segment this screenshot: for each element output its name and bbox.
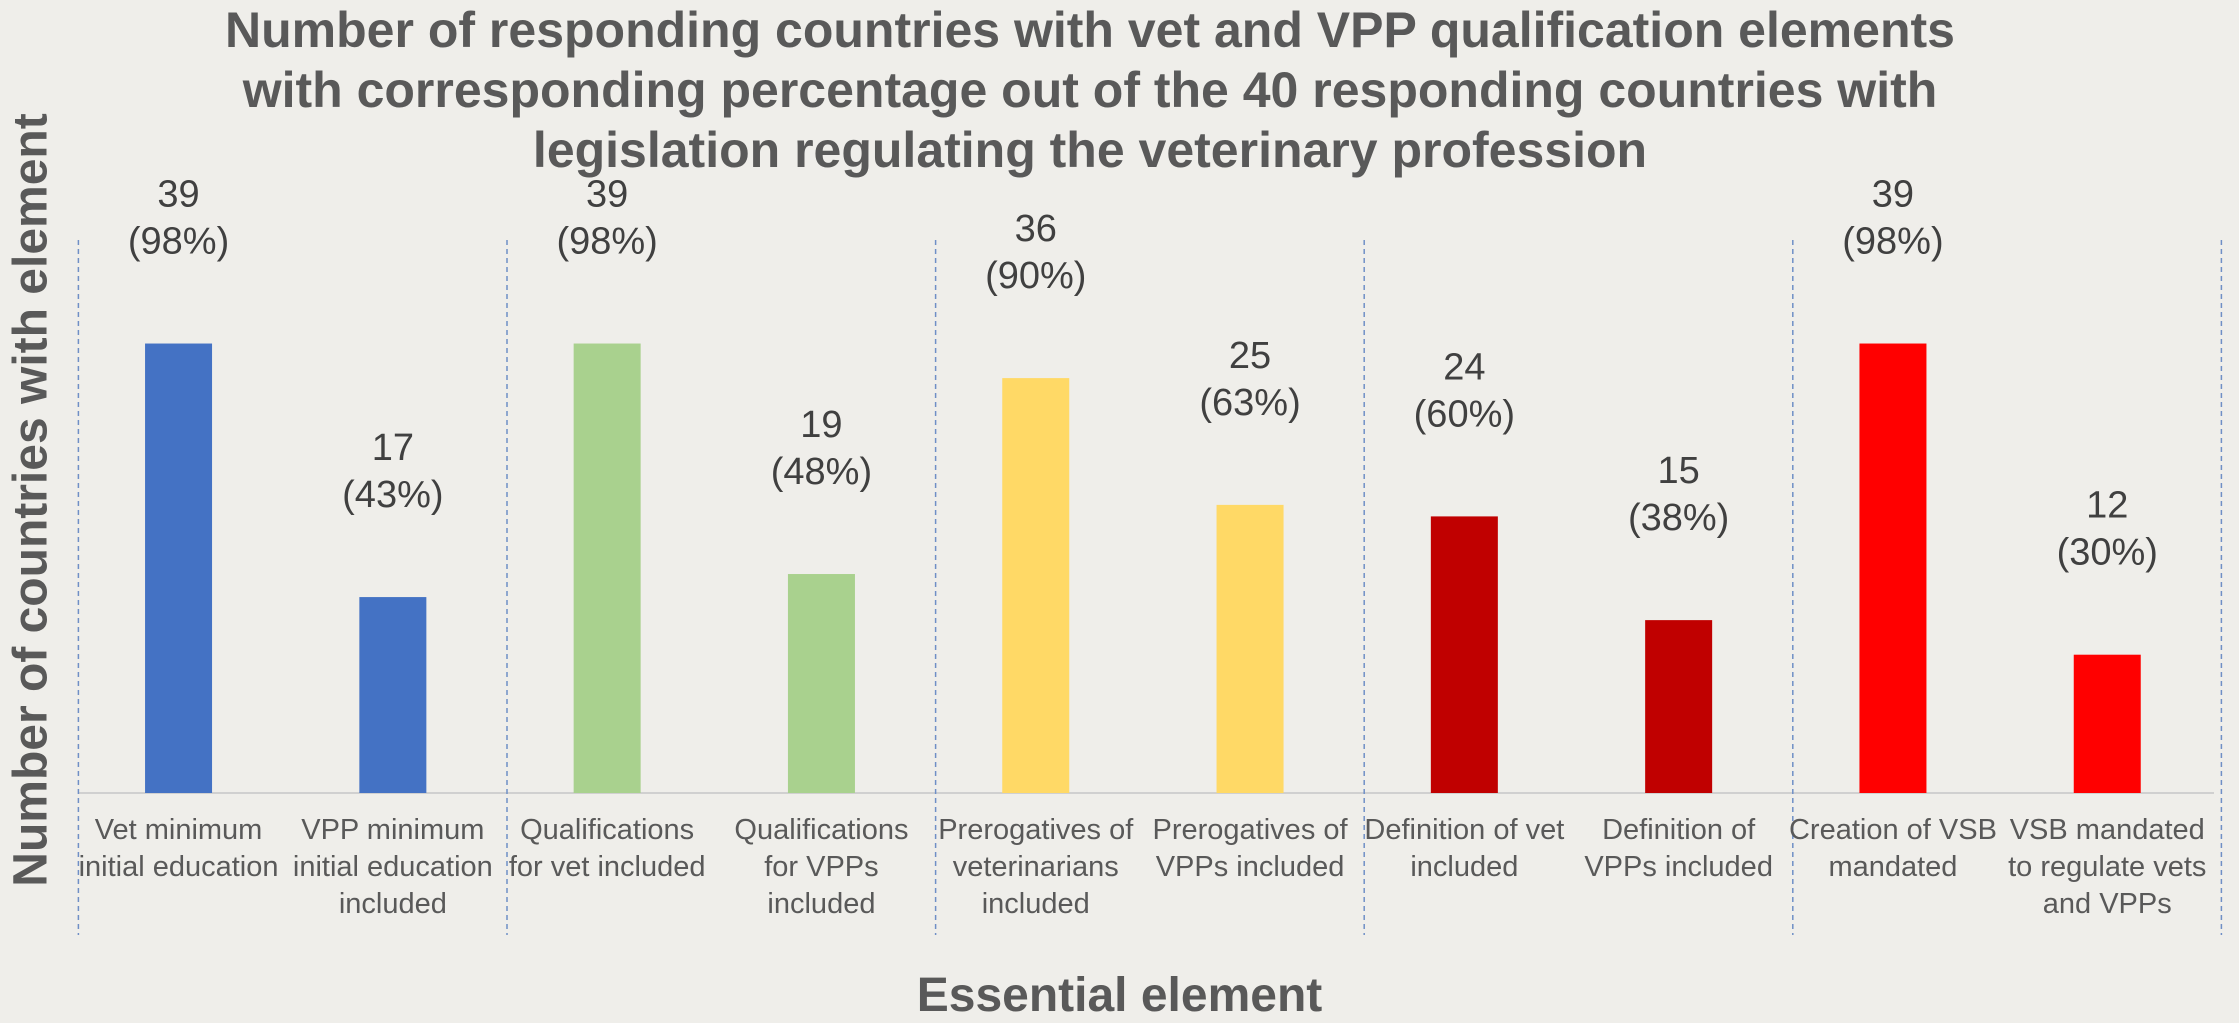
x-tick-label: Creation of VSB mandated bbox=[1788, 814, 1997, 883]
data-label: 39 (98%) bbox=[128, 174, 229, 263]
data-label: 36 (90%) bbox=[985, 208, 1086, 297]
data-label: 25 (63%) bbox=[1199, 335, 1300, 424]
bar bbox=[573, 343, 641, 793]
x-tick-label: Definition of VPPs included bbox=[1584, 814, 1773, 883]
x-tick-label: Prerogatives of VPPs included bbox=[1152, 814, 1348, 883]
data-label: 39 (98%) bbox=[556, 174, 657, 263]
x-tick-label: Qualifications for vet included bbox=[508, 814, 706, 883]
data-label: 19 (48%) bbox=[771, 404, 872, 493]
data-label: 15 (38%) bbox=[1628, 450, 1729, 539]
x-tick-label: VPP minimum initial education included bbox=[292, 814, 493, 920]
bar bbox=[1216, 504, 1284, 793]
chart-title: Number of responding countries with vet … bbox=[225, 2, 1955, 178]
data-label: 24 (60%) bbox=[1414, 346, 1515, 435]
x-tick-label: VSB mandated to regulate vets and VPPs bbox=[2008, 814, 2207, 920]
data-label: 12 (30%) bbox=[2057, 485, 2158, 574]
bar bbox=[1002, 378, 1070, 793]
x-tick-label: Vet minimum initial education bbox=[78, 814, 279, 883]
y-axis-title: Number of countries with element bbox=[4, 113, 58, 887]
bar bbox=[1645, 620, 1713, 793]
bar bbox=[1430, 516, 1498, 793]
bar bbox=[1859, 343, 1927, 793]
data-label: 39 (98%) bbox=[1842, 174, 1943, 263]
data-label: 17 (43%) bbox=[342, 427, 443, 516]
x-tick-label: Qualifications for VPPs included bbox=[734, 814, 909, 920]
x-tick-label: Prerogatives of veterinarians included bbox=[938, 814, 1134, 920]
x-axis-title: Essential element bbox=[916, 969, 1323, 1022]
x-tick-label: Definition of vet included bbox=[1364, 814, 1565, 883]
bar bbox=[2073, 654, 2141, 793]
bar bbox=[145, 343, 213, 793]
bar bbox=[787, 574, 855, 793]
bar bbox=[359, 597, 427, 793]
